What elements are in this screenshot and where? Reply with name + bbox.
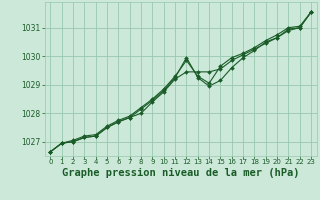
X-axis label: Graphe pression niveau de la mer (hPa): Graphe pression niveau de la mer (hPa) bbox=[62, 168, 300, 178]
